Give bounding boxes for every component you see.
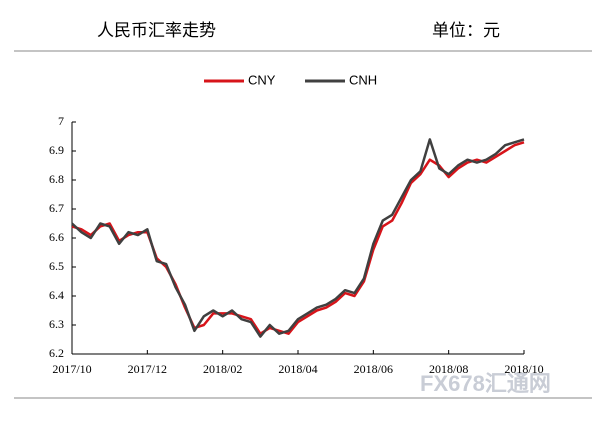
unit-label: 单位：元 [432, 21, 500, 40]
y-tick-label: 6.5 [49, 259, 64, 273]
series-line [71, 138, 525, 338]
x-tick-label: 2018/06 [354, 362, 393, 376]
y-tick-label: 6.8 [49, 172, 64, 186]
y-tick-label: 6.9 [49, 143, 64, 157]
y-tick-label: 6.2 [49, 346, 64, 360]
x-tick-label: 2018/10 [504, 362, 543, 376]
x-tick-label: 2018/02 [203, 362, 242, 376]
y-tick-label: 6.7 [49, 201, 64, 215]
x-tick-label: 2018/04 [278, 362, 317, 376]
series-line [71, 141, 525, 335]
watermark: FX678汇通网 [420, 371, 551, 396]
x-tick-label: 2017/12 [128, 362, 167, 376]
chart-title: 人民币汇率走势 [97, 21, 216, 40]
legend-label: CNH [349, 72, 377, 87]
y-tick-label: 7 [58, 114, 64, 128]
y-tick-label: 6.3 [49, 317, 64, 331]
legend-label: CNY [248, 72, 276, 87]
x-tick-label: 2017/10 [52, 362, 91, 376]
y-tick-label: 6.4 [49, 288, 64, 302]
y-tick-label: 6.6 [49, 230, 64, 244]
x-tick-label: 2018/08 [429, 362, 468, 376]
